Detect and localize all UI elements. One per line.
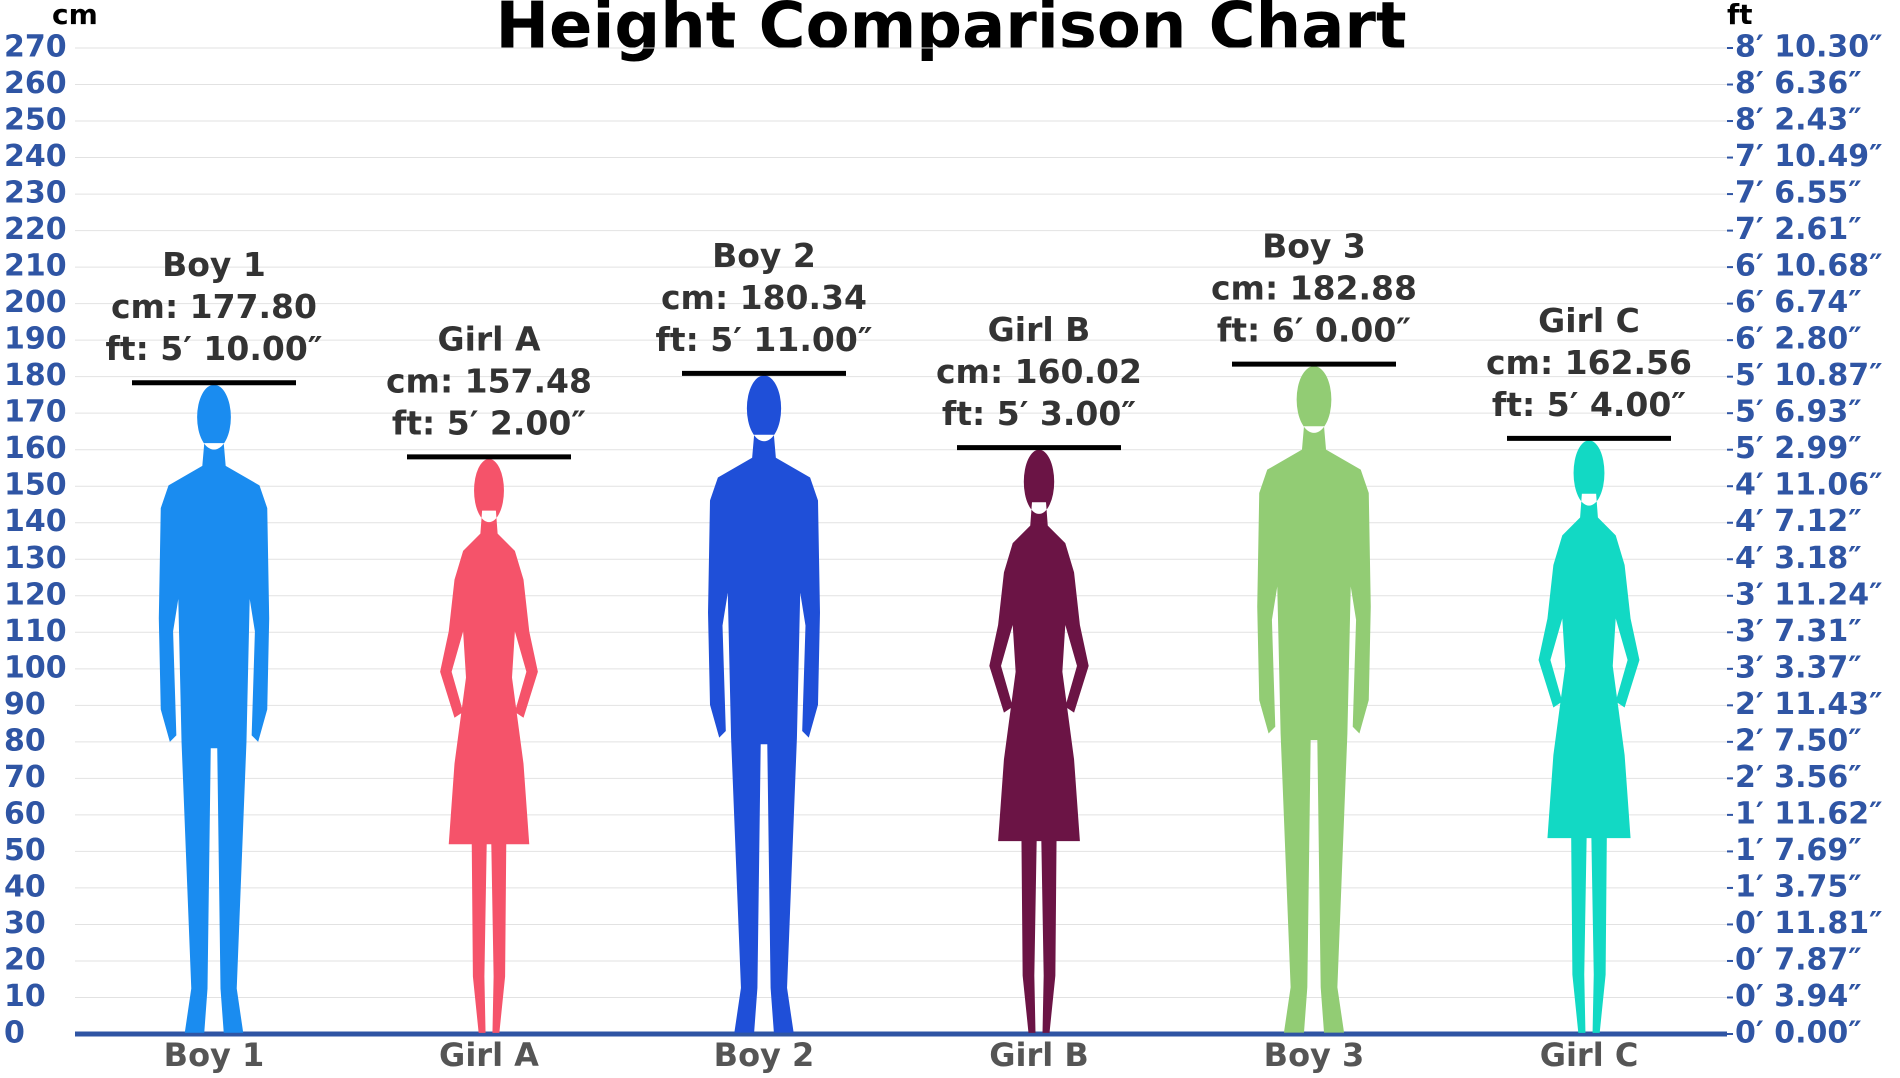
y-tick-label: 60 <box>4 796 46 831</box>
y2-tick-label: 5′ 2.99″ <box>1735 431 1862 466</box>
y2-tick-label: 1′ 11.62″ <box>1735 796 1883 831</box>
y-tick-label: 200 <box>4 285 67 320</box>
y-tick-label: 70 <box>4 760 46 795</box>
y2-tick-label: 2′ 3.56″ <box>1735 760 1862 795</box>
ft-label: ft: 6′ 0.00″ <box>1217 311 1411 350</box>
value-label: cm: 180.34 <box>661 278 867 317</box>
y2-tick-label: 5′ 10.87″ <box>1735 358 1883 393</box>
y-tick-label: 190 <box>4 322 67 357</box>
y-tick-label: 150 <box>4 468 67 503</box>
y-tick-label: 180 <box>4 358 67 393</box>
y2-tick-label: 3′ 11.24″ <box>1735 577 1883 612</box>
y-tick-label: 230 <box>4 176 67 211</box>
x-tick-label: Boy 2 <box>714 1036 815 1074</box>
x-tick-label: Girl A <box>439 1036 539 1074</box>
figure <box>989 449 1089 1033</box>
y-tick-label: 40 <box>4 869 46 904</box>
y2-tick-label: 6′ 6.74″ <box>1735 285 1862 320</box>
y2-tick-label: 1′ 3.75″ <box>1735 869 1862 904</box>
figure-name: Boy 3 <box>1262 227 1366 266</box>
figure-name: Girl B <box>988 310 1091 349</box>
x-tick-label: Girl B <box>989 1036 1089 1074</box>
figure-name: Boy 1 <box>162 245 266 284</box>
y2-tick-label: 3′ 3.37″ <box>1735 650 1862 685</box>
ft-label: ft: 5′ 10.00″ <box>105 329 322 368</box>
figure-name: Girl A <box>437 319 540 358</box>
ft-label: ft: 5′ 2.00″ <box>392 403 586 442</box>
figure-name: Girl C <box>1538 301 1640 340</box>
y2-tick-label: 6′ 10.68″ <box>1735 249 1883 284</box>
value-label: cm: 162.56 <box>1486 343 1692 382</box>
y2-tick-label: 7′ 2.61″ <box>1735 212 1862 247</box>
y-tick-label: 110 <box>4 614 67 649</box>
y2-tick-label: 8′ 2.43″ <box>1735 103 1862 138</box>
y2-tick-label: 1′ 7.69″ <box>1735 833 1862 868</box>
figure-name: Boy 2 <box>712 236 816 275</box>
y2-tick-label: 6′ 2.80″ <box>1735 322 1862 357</box>
y-tick-label: 80 <box>4 723 46 758</box>
x-tick-label: Boy 1 <box>164 1036 265 1074</box>
y2-tick-label: 0′ 7.87″ <box>1735 942 1862 977</box>
y-tick-label: 140 <box>4 504 67 539</box>
y-tick-label: 160 <box>4 431 67 466</box>
y-tick-label: 260 <box>4 66 67 101</box>
y-axis-label: cm <box>52 0 98 31</box>
chart-title: Height Comparison Chart <box>495 0 1406 64</box>
ft-label: ft: 5′ 4.00″ <box>1492 385 1686 424</box>
y-tick-label: 100 <box>4 650 67 685</box>
y-tick-label: 120 <box>4 577 67 612</box>
value-label: cm: 177.80 <box>111 287 317 326</box>
y-tick-label: 0 <box>4 1016 25 1051</box>
y2-tick-label: 4′ 11.06″ <box>1735 468 1883 503</box>
y2-tick-label: 7′ 10.49″ <box>1735 139 1883 174</box>
y-tick-label: 50 <box>4 833 46 868</box>
ft-label: ft: 5′ 11.00″ <box>655 320 872 359</box>
y2-tick-label: 0′ 3.94″ <box>1735 979 1862 1014</box>
y-tick-label: 220 <box>4 212 67 247</box>
y2-tick-label: 8′ 6.36″ <box>1735 66 1862 101</box>
x-tick-label: Boy 3 <box>1264 1036 1365 1074</box>
y2-tick-label: 4′ 3.18″ <box>1735 541 1862 576</box>
figure <box>440 458 538 1033</box>
y2-tick-label: 8′ 10.30″ <box>1735 30 1883 65</box>
y2-tick-label: 0′ 0.00″ <box>1735 1016 1862 1051</box>
y-tick-label: 20 <box>4 942 46 977</box>
figure <box>158 384 270 1033</box>
y2-tick-label: 5′ 6.93″ <box>1735 395 1862 430</box>
value-label: cm: 157.48 <box>386 361 592 400</box>
y-tick-label: 250 <box>4 103 67 138</box>
y-tick-label: 170 <box>4 395 67 430</box>
y2-tick-label: 0′ 11.81″ <box>1735 906 1883 941</box>
y-tick-label: 210 <box>4 249 67 284</box>
y2-tick-label: 4′ 7.12″ <box>1735 504 1862 539</box>
value-label: cm: 160.02 <box>936 352 1142 391</box>
ft-label: ft: 5′ 3.00″ <box>942 394 1136 433</box>
y-tick-label: 270 <box>4 30 67 65</box>
figure <box>1538 440 1640 1033</box>
y2-tick-label: 3′ 7.31″ <box>1735 614 1862 649</box>
value-label: cm: 182.88 <box>1211 269 1417 308</box>
y2-tick-label: 7′ 6.55″ <box>1735 176 1862 211</box>
y2-axis-label: ft <box>1727 0 1753 31</box>
figure <box>1257 366 1371 1033</box>
y-tick-label: 90 <box>4 687 46 722</box>
x-tick-label: Girl C <box>1540 1036 1639 1074</box>
y-tick-label: 240 <box>4 139 67 174</box>
y2-tick-label: 2′ 11.43″ <box>1735 687 1883 722</box>
y2-tick-label: 2′ 7.50″ <box>1735 723 1862 758</box>
y-tick-label: 10 <box>4 979 46 1014</box>
figure <box>708 375 820 1033</box>
y-tick-label: 30 <box>4 906 46 941</box>
y-tick-label: 130 <box>4 541 67 576</box>
